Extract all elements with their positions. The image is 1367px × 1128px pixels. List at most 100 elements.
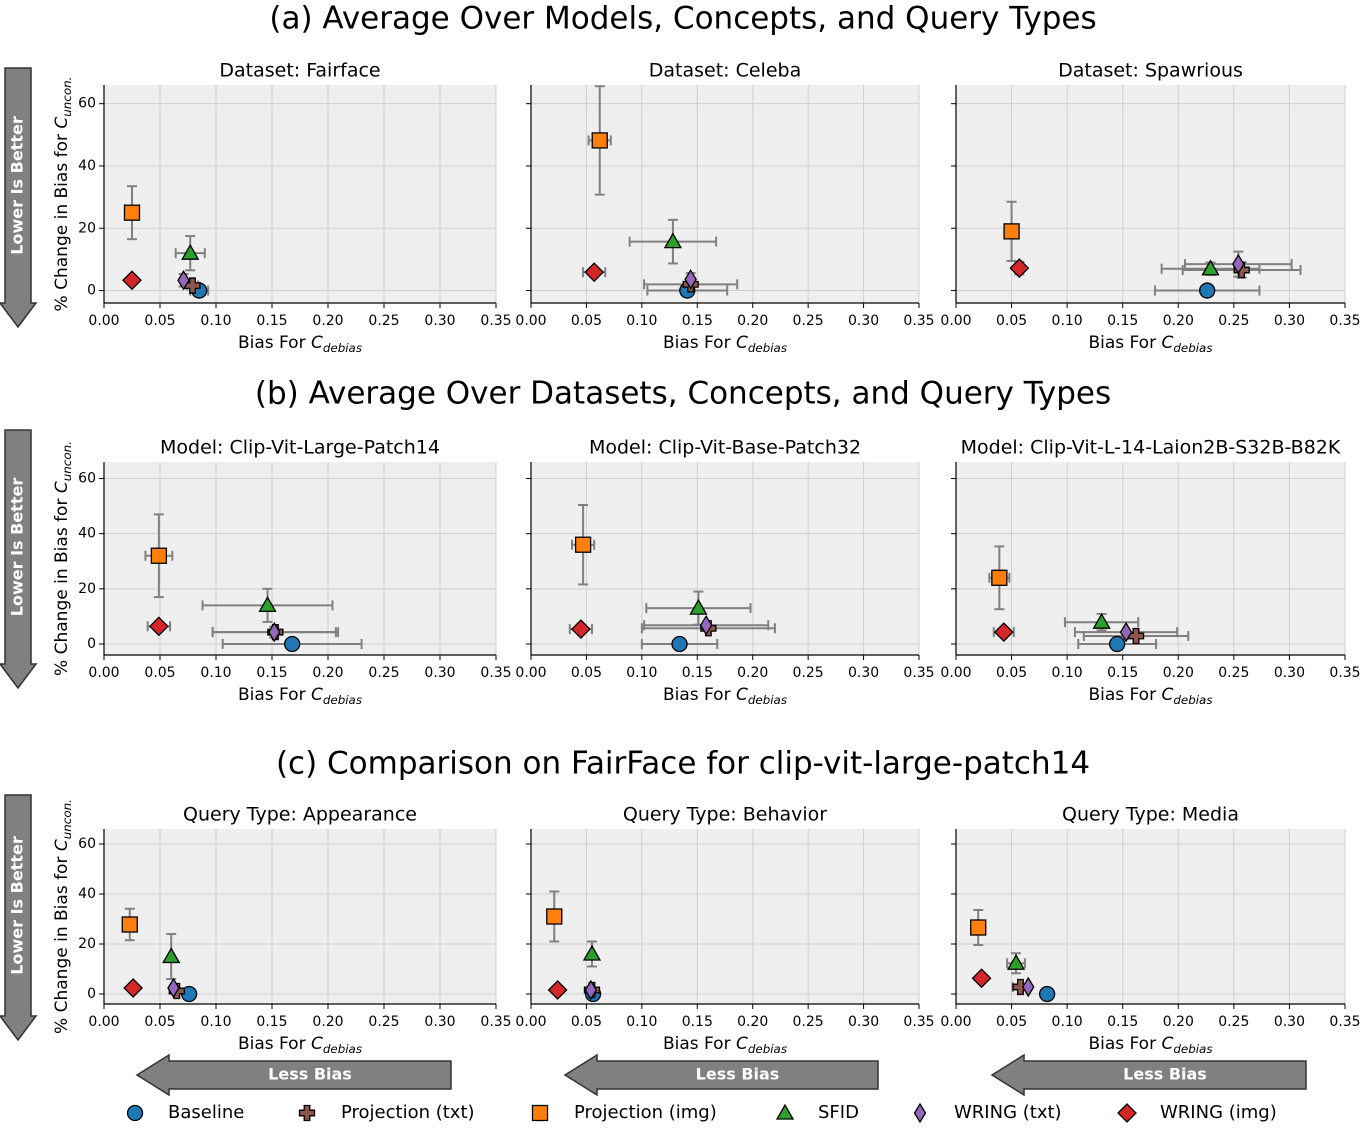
y-axis-label-symbol: C xyxy=(52,117,72,129)
y-axis-label-symbol: C xyxy=(52,481,72,493)
x-tick-label: 0.05 xyxy=(571,665,602,681)
plot-background xyxy=(104,85,496,303)
x-axis-label: Bias For Cdebias xyxy=(1088,1034,1212,1056)
x-tick-label: 0.20 xyxy=(312,313,343,329)
x-tick-label: 0.25 xyxy=(1218,1014,1249,1030)
point xyxy=(684,269,697,290)
x-tick-label: 0.25 xyxy=(1218,313,1249,329)
x-tick-label: 0.35 xyxy=(903,313,934,329)
y-axis-label-symbol: C xyxy=(52,839,72,851)
x-axis-label-text: Bias For xyxy=(1088,685,1161,705)
x-axis-label-subscript: debias xyxy=(323,1042,362,1056)
point xyxy=(1232,253,1245,275)
chart-title: Query Type: Appearance xyxy=(183,804,417,826)
legend-marker xyxy=(298,1104,316,1122)
y-tick-label: 40 xyxy=(78,158,96,174)
x-axis-label-symbol: C xyxy=(311,685,323,705)
x-tick-label: 0.05 xyxy=(144,313,175,329)
x-axis-label-symbol: C xyxy=(1161,685,1173,705)
x-tick-label: 0.20 xyxy=(312,665,343,681)
x-axis-label-symbol: C xyxy=(736,333,748,353)
x-tick-label: 0.25 xyxy=(1218,665,1249,681)
x-tick-label: 0.30 xyxy=(1274,1014,1305,1030)
y-axis-label-subscript: uncon. xyxy=(60,441,74,481)
y-tick-label: 0 xyxy=(87,636,96,652)
chart-title: Model: Clip-Vit-L-14-Laion2B-S32B-B82K xyxy=(961,437,1341,459)
legend-label: WRING (txt) xyxy=(954,1102,1062,1123)
point xyxy=(1003,223,1020,240)
x-tick-label: 0.25 xyxy=(793,1014,824,1030)
y-tick-label: 60 xyxy=(78,471,96,487)
side-arrow-label: Lower Is Better xyxy=(8,478,27,617)
chart-title: Query Type: Behavior xyxy=(623,804,827,826)
x-tick-label: 0.15 xyxy=(1107,665,1138,681)
legend-marker xyxy=(1117,1103,1137,1123)
x-axis-label: Bias For Cdebias xyxy=(238,333,362,355)
side-arrow xyxy=(0,794,38,1042)
x-tick-label: 0.10 xyxy=(200,1014,231,1030)
x-tick-label: 0.20 xyxy=(1163,665,1194,681)
x-axis-label: Bias For Cdebias xyxy=(663,1034,787,1056)
point xyxy=(584,979,598,1001)
x-axis-label: Bias For Cdebias xyxy=(238,1034,362,1056)
x-axis-label-subscript: debias xyxy=(748,341,787,355)
y-tick-label: 60 xyxy=(78,836,96,852)
x-axis-label-text: Bias For xyxy=(238,685,311,705)
point xyxy=(1012,978,1029,996)
legend-marker xyxy=(126,1104,144,1122)
chart-title: Model: Clip-Vit-Large-Patch14 xyxy=(160,437,440,459)
y-axis-label: % Change in Bias for Cuncon. xyxy=(52,441,74,676)
x-tick-label: 0.00 xyxy=(515,1014,546,1030)
x-tick-label: 0.30 xyxy=(1274,665,1305,681)
x-axis-label-symbol: C xyxy=(736,1034,748,1054)
x-tick-label: 0.10 xyxy=(1052,1014,1083,1030)
x-tick-label: 0.20 xyxy=(312,1014,343,1030)
x-tick-label: 0.30 xyxy=(424,665,455,681)
x-tick-label: 0.35 xyxy=(903,665,934,681)
x-tick-label: 0.00 xyxy=(940,313,971,329)
legend-label: WRING (img) xyxy=(1160,1102,1277,1123)
bias-arrow-label: Less Bias xyxy=(268,1065,352,1084)
x-axis-label-text: Bias For xyxy=(238,1034,311,1054)
point xyxy=(1119,621,1133,643)
point xyxy=(970,919,987,936)
point xyxy=(574,536,592,553)
point xyxy=(582,944,602,961)
x-axis-label-subscript: debias xyxy=(748,693,787,707)
point xyxy=(971,968,992,989)
x-tick-label: 0.15 xyxy=(682,313,713,329)
point xyxy=(162,947,181,964)
point xyxy=(1201,259,1220,276)
side-arrow-label: Lower Is Better xyxy=(8,116,27,255)
chart-title: Dataset: Celeba xyxy=(649,60,801,82)
chart-title: Query Type: Media xyxy=(1062,804,1239,826)
point xyxy=(1092,612,1111,629)
x-axis-label-symbol: C xyxy=(1161,1034,1173,1054)
y-axis-label-subscript: uncon. xyxy=(60,77,74,117)
point xyxy=(570,619,591,640)
x-axis-label-subscript: debias xyxy=(748,1042,787,1056)
point xyxy=(689,598,708,615)
y-axis-label: % Change in Bias for Cuncon. xyxy=(52,77,74,312)
x-axis-label-text: Bias For xyxy=(663,1034,736,1054)
x-tick-label: 0.25 xyxy=(793,313,824,329)
x-tick-label: 0.05 xyxy=(996,665,1027,681)
row-title: (b) Average Over Datasets, Concepts, and… xyxy=(255,376,1111,412)
point xyxy=(546,908,563,925)
plot-background xyxy=(956,829,1345,1004)
x-axis-label: Bias For Cdebias xyxy=(663,333,787,355)
y-tick-label: 0 xyxy=(87,986,96,1002)
row-title: (c) Comparison on FairFace for clip-vit-… xyxy=(276,746,1090,782)
x-tick-label: 0.30 xyxy=(848,665,879,681)
bias-arrow xyxy=(563,1053,879,1097)
x-tick-label: 0.10 xyxy=(626,665,657,681)
x-tick-label: 0.15 xyxy=(256,1014,287,1030)
x-tick-label: 0.30 xyxy=(424,1014,455,1030)
legend-label: SFID xyxy=(818,1102,859,1123)
row-title: (a) Average Over Models, Concepts, and Q… xyxy=(269,1,1096,37)
point xyxy=(122,270,142,291)
point xyxy=(1199,282,1216,299)
x-tick-label: 0.00 xyxy=(88,665,119,681)
x-axis-label-symbol: C xyxy=(736,685,748,705)
y-tick-label: 20 xyxy=(78,936,96,952)
